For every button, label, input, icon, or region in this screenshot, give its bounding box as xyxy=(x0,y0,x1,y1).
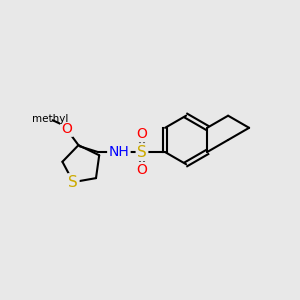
Text: O: O xyxy=(136,163,147,177)
Text: NH: NH xyxy=(109,145,129,159)
Text: S: S xyxy=(137,145,147,160)
Text: O: O xyxy=(136,127,147,141)
Text: methyl: methyl xyxy=(32,114,68,124)
Text: O: O xyxy=(61,122,72,136)
Text: S: S xyxy=(68,175,78,190)
